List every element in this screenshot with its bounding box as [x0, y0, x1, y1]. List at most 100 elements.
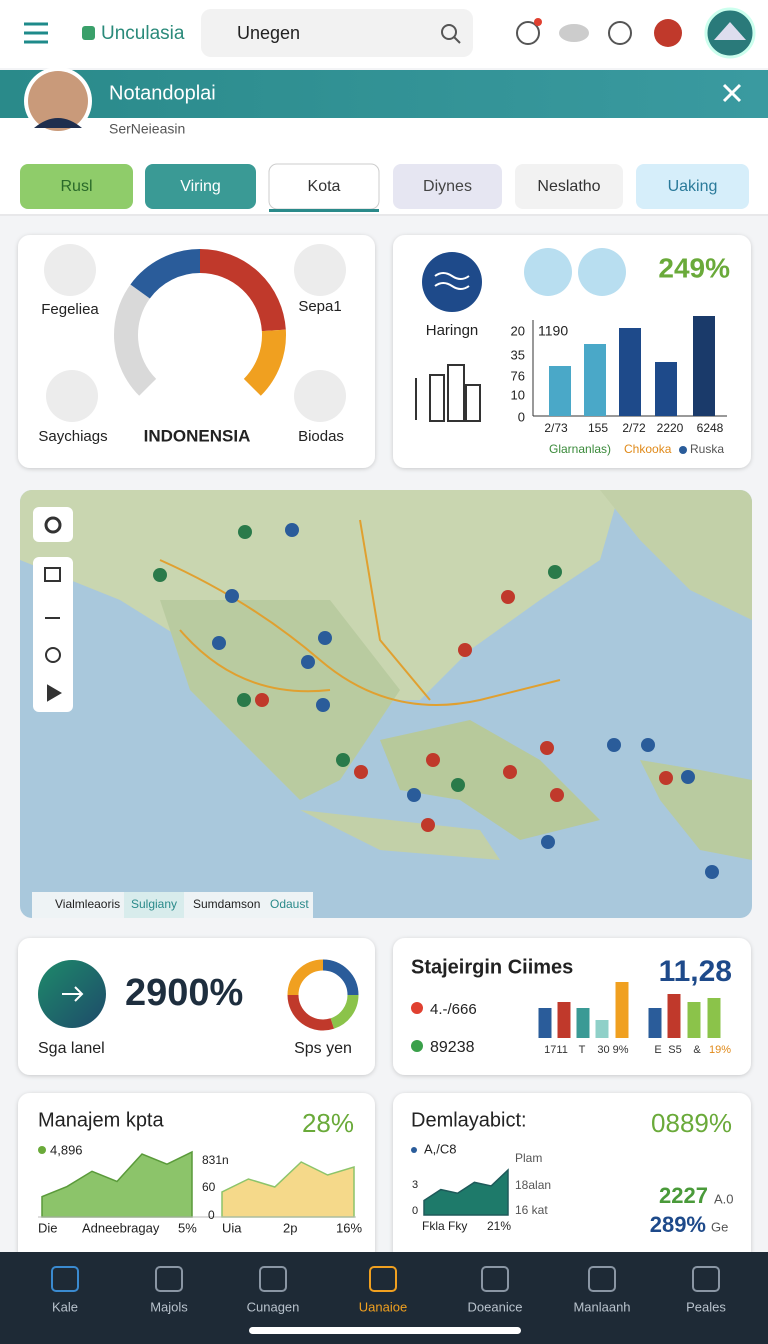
- deploy-stat: 2227: [659, 1183, 708, 1208]
- tab-label[interactable]: Viring: [180, 178, 221, 195]
- row-icon: [411, 1002, 423, 1014]
- bar: [615, 982, 629, 1038]
- nav-icon[interactable]: [692, 1266, 720, 1292]
- region-label: Fegeliea: [41, 301, 99, 318]
- x-tick-label: Adneebragay: [82, 1220, 160, 1235]
- location-icon[interactable]: [608, 21, 632, 45]
- legend-dot: [679, 446, 687, 454]
- nav-icon[interactable]: [259, 1266, 287, 1292]
- tab-label[interactable]: Kota: [308, 178, 341, 195]
- wave-icon: [422, 252, 482, 312]
- crimes-row: 89238: [430, 1039, 475, 1056]
- x-tick-label: 19%: [709, 1044, 731, 1056]
- deploy-percent: 0889%: [651, 1108, 732, 1138]
- region-label: Biodas: [298, 428, 344, 445]
- map-legend-entry[interactable]: Odaust: [270, 897, 309, 911]
- x-tick-label: 1711: [544, 1044, 568, 1056]
- menu-button[interactable]: [24, 22, 48, 44]
- y-tick-label: 76: [511, 368, 525, 383]
- deploy-stat: 289%: [650, 1212, 706, 1237]
- y-tick-label: 0: [412, 1205, 418, 1217]
- region-icons: [44, 244, 346, 422]
- building-icon: [415, 364, 481, 422]
- ring-segment: [114, 284, 157, 396]
- y-tick-label: 0: [208, 1208, 215, 1222]
- flag-icon[interactable]: [654, 19, 682, 47]
- cloud-icon[interactable]: [559, 24, 589, 42]
- nav-icon[interactable]: [588, 1266, 616, 1292]
- badge: [534, 18, 542, 26]
- region-label: Sepa1: [298, 298, 341, 315]
- nav-label[interactable]: Majols: [150, 1299, 188, 1314]
- roads: [159, 519, 561, 706]
- bar: [584, 344, 606, 416]
- map[interactable]: [20, 490, 752, 918]
- bar: [619, 328, 641, 416]
- nav-label[interactable]: Doeanice: [468, 1299, 523, 1314]
- x-tick-label: 2/72: [622, 421, 646, 435]
- bar: [648, 1008, 662, 1038]
- region-title: INDONENSIA: [144, 426, 251, 445]
- x-tick-label: 6248: [697, 421, 724, 435]
- nav-icon[interactable]: [155, 1266, 183, 1292]
- map-tools[interactable]: [33, 557, 73, 712]
- map-legend-entry[interactable]: Sulgiany: [131, 897, 177, 911]
- map-legend-entry[interactable]: Sumdamson: [193, 897, 260, 911]
- temple-icon: [524, 248, 572, 296]
- close-button[interactable]: [722, 83, 742, 103]
- gauge-right-label: Sps yen: [294, 1040, 352, 1057]
- bar: [557, 1002, 571, 1038]
- tab[interactable]: [20, 164, 133, 209]
- map-legend-tab[interactable]: [124, 892, 184, 918]
- search-box[interactable]: [201, 9, 473, 57]
- legend-entry: Chkooka: [624, 442, 672, 456]
- ring-segment: [243, 329, 286, 396]
- x-tick-label: 2/73: [544, 421, 568, 435]
- tab-label[interactable]: Uaking: [668, 178, 718, 195]
- tab[interactable]: [636, 164, 749, 209]
- map-legend-entry[interactable]: Vialmleaoris: [55, 897, 120, 911]
- avatar-art: [714, 22, 746, 40]
- x-tick-label: 16%: [336, 1220, 362, 1235]
- bar: [687, 1002, 701, 1038]
- profile-sub: [0, 118, 768, 148]
- y-tick-label: 35: [511, 347, 525, 362]
- stats-label: Haringn: [426, 322, 479, 339]
- bar: [707, 998, 721, 1038]
- nav-label[interactable]: Manlaanh: [573, 1299, 630, 1314]
- crimes-value: 11,28: [659, 955, 732, 988]
- tab[interactable]: [393, 164, 502, 209]
- manage-card: [18, 1093, 375, 1263]
- land: [600, 490, 752, 620]
- nav-label[interactable]: Peales: [686, 1299, 726, 1314]
- nav-icon[interactable]: [369, 1266, 397, 1292]
- tab[interactable]: [515, 164, 623, 209]
- profile-avatar: [28, 71, 88, 131]
- nav-icon[interactable]: [51, 1266, 79, 1292]
- bar: [576, 1008, 590, 1038]
- settings-button[interactable]: [33, 507, 73, 542]
- bar: [667, 994, 681, 1038]
- area: [221, 1161, 355, 1218]
- region-label: Saychiags: [38, 428, 107, 445]
- crimes-title: Stajeirgin Ciimes: [411, 956, 573, 978]
- tab-label[interactable]: Rusl: [60, 178, 92, 195]
- nav-label[interactable]: Cunagen: [247, 1299, 300, 1314]
- side-label: Plam: [515, 1151, 542, 1165]
- nav-label[interactable]: Kale: [52, 1299, 78, 1314]
- land: [380, 720, 600, 840]
- bar: [693, 316, 715, 416]
- area: [423, 1168, 509, 1216]
- tab[interactable]: [145, 164, 256, 209]
- notification-icon[interactable]: [516, 21, 540, 45]
- nav-icon[interactable]: [481, 1266, 509, 1292]
- brand: Unculasia: [101, 23, 185, 44]
- tab-label[interactable]: Diynes: [423, 178, 472, 195]
- tab-label[interactable]: Neslatho: [537, 178, 600, 195]
- x-tick-label: Fkla Fky: [422, 1219, 467, 1233]
- ring-segment: [287, 959, 324, 996]
- x-tick-label: 30 9%: [597, 1044, 628, 1056]
- avatar-art: [34, 118, 82, 128]
- nav-label[interactable]: Uanaioe: [359, 1299, 407, 1314]
- tab-underline: [269, 209, 379, 212]
